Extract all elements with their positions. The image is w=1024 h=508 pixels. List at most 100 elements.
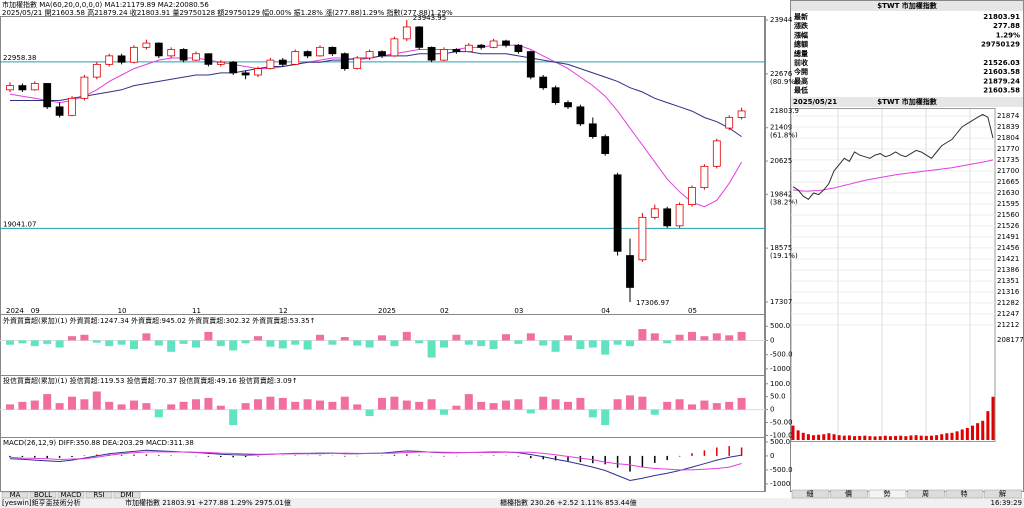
x-tick-label: 2025: [378, 307, 396, 315]
indicator-tab-label[interactable]: BOLL: [34, 491, 52, 499]
y-tick-label: 18575: [770, 244, 792, 252]
volume-bar: [950, 432, 954, 440]
bar: [179, 401, 188, 410]
y-tick-label: 500.0: [770, 322, 790, 330]
side-tab[interactable]: [868, 489, 907, 499]
bar: [340, 337, 349, 341]
candle-body: [427, 46, 436, 61]
header-line: 2025/05/21 開21603.58 高21879.24 收21803.91…: [2, 8, 453, 17]
candle-body: [688, 187, 696, 205]
y-tick-label: 21804: [997, 134, 1020, 142]
bar: [675, 399, 684, 410]
y-tick-label: 21874: [997, 112, 1020, 120]
bar: [6, 340, 14, 345]
bar: [303, 340, 312, 350]
volume-bar: [873, 436, 877, 440]
volume-bar: [832, 434, 836, 440]
candle-body: [737, 110, 746, 118]
bar: [712, 333, 721, 341]
bar: [353, 404, 362, 410]
x-tick-label: 05: [688, 307, 697, 315]
y-tick-label: 0: [770, 406, 774, 414]
volume-bar: [955, 431, 959, 440]
y-tick-label: 100.0: [770, 380, 790, 388]
indicator-tab-label[interactable]: MACD: [61, 491, 82, 499]
candle-body: [179, 49, 188, 61]
indicator-tab-label[interactable]: RSI: [93, 491, 104, 499]
y-tick-label: 21700: [997, 167, 1019, 175]
side-tab-label[interactable]: 周: [922, 490, 929, 498]
bar: [117, 404, 126, 410]
indicator-tab-label[interactable]: DMI: [120, 491, 134, 499]
side-tab-label[interactable]: 勢: [884, 489, 891, 498]
bar: [415, 401, 424, 410]
side-tab[interactable]: [907, 489, 945, 499]
side-tab-label[interactable]: 特: [961, 489, 968, 498]
side-tab-label[interactable]: 細: [807, 489, 814, 498]
y-tick-label: 21665: [997, 178, 1019, 186]
quote-value: 21879.24: [983, 77, 1020, 85]
quote-value: 21526.03: [983, 59, 1020, 67]
bar: [502, 334, 510, 341]
bar: [638, 396, 647, 410]
volume-bar: [986, 411, 990, 440]
bar: [564, 401, 572, 410]
indicator-tab[interactable]: [85, 491, 113, 499]
candle-body: [117, 55, 126, 63]
bar: [663, 340, 672, 344]
indicator-tab[interactable]: [29, 491, 57, 499]
quote-value: 21603.58: [983, 68, 1020, 76]
reference-label: 19041.07: [3, 220, 36, 228]
x-tick-label: 09: [31, 307, 40, 315]
indicator-tab-label[interactable]: MA: [10, 491, 21, 499]
candle-body: [340, 53, 349, 70]
y-tick-label: 21409: [770, 124, 792, 132]
volume-bar: [863, 435, 867, 440]
volume-tick-label: 208177: [997, 336, 1024, 344]
bar: [551, 340, 560, 352]
candle-body: [92, 63, 101, 78]
bar: [378, 335, 386, 341]
bar: [502, 400, 510, 410]
volume-bar: [853, 436, 857, 440]
bar: [328, 401, 337, 410]
bar: [365, 340, 374, 348]
candle-body: [291, 51, 300, 65]
bar: [588, 409, 597, 418]
bar: [378, 397, 386, 410]
side-tab[interactable]: [830, 489, 868, 499]
footer-bg: [0, 498, 1024, 508]
bar: [167, 404, 176, 410]
bar: [254, 399, 262, 410]
x-tick-label: 11: [192, 307, 201, 315]
indicator-tab[interactable]: [113, 491, 141, 499]
bar: [204, 397, 213, 410]
side-tab[interactable]: [945, 489, 984, 499]
candle-body: [204, 53, 213, 65]
bar: [402, 400, 411, 410]
bar: [316, 334, 324, 341]
bar: [427, 340, 436, 358]
side-tab[interactable]: [791, 489, 830, 499]
intraday-date: 2025/05/21: [793, 98, 837, 106]
x-tick-label: 12: [279, 307, 288, 315]
volume-bar: [806, 434, 810, 440]
y-tick-label: 21839: [997, 123, 1019, 131]
bar: [613, 399, 622, 410]
side-tab-label[interactable]: 解: [999, 489, 1006, 498]
bar: [328, 340, 337, 345]
side-tab[interactable]: [984, 489, 1022, 499]
volume-bar: [842, 435, 846, 440]
y-tick-label: 19842: [770, 190, 792, 198]
candle-body: [514, 44, 523, 53]
bar: [80, 334, 89, 341]
indicator-tab[interactable]: [1, 491, 29, 499]
bar: [601, 340, 610, 355]
bar: [365, 409, 374, 417]
bar: [737, 397, 746, 410]
candle-body: [464, 44, 473, 53]
bar: [216, 340, 225, 347]
side-tab-label[interactable]: 價: [845, 489, 852, 498]
fib-label: (19.1%): [770, 252, 798, 260]
indicator-tab[interactable]: [57, 491, 85, 499]
